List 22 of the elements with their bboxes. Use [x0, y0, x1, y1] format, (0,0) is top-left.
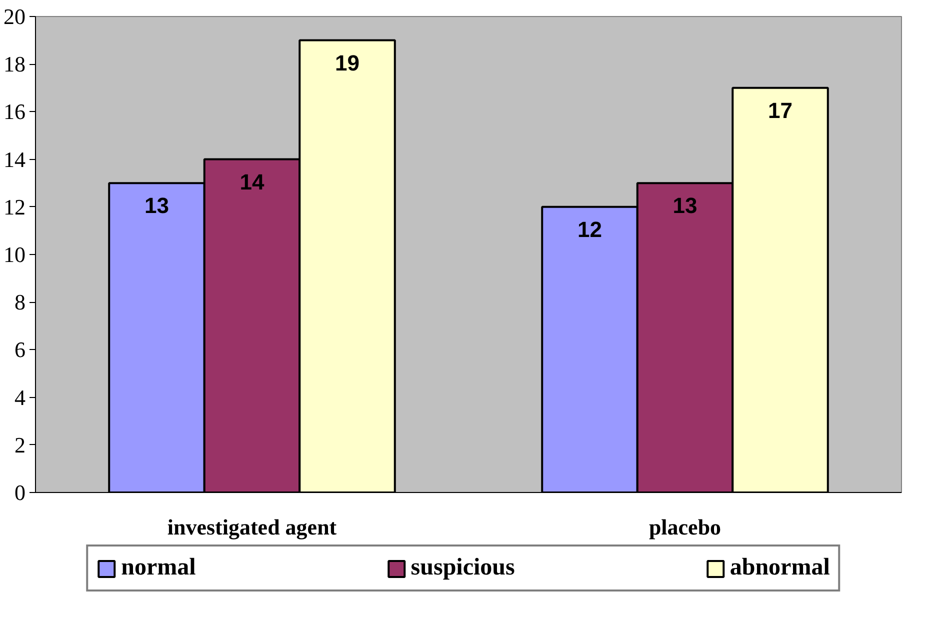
data-label: 14 [240, 169, 265, 194]
y-tick-label: 4 [14, 384, 26, 410]
y-tick-label: 6 [14, 337, 26, 362]
y-tick-label: 12 [4, 194, 26, 220]
legend-label: normal [121, 554, 196, 582]
legend-label: suspicious [410, 554, 515, 582]
y-tick-label: 20 [4, 4, 26, 29]
data-label: 12 [578, 216, 602, 242]
y-tick-label: 18 [4, 52, 26, 77]
x-tick-label: placebo [648, 514, 722, 540]
data-label: 13 [144, 193, 169, 218]
data-label: 17 [768, 98, 793, 123]
y-tick-label: 10 [4, 242, 26, 267]
legend-label: abnormal [730, 554, 830, 582]
data-label: 13 [672, 193, 698, 218]
y-tick-label: 16 [4, 99, 26, 124]
y-tick-label: 8 [14, 290, 26, 315]
y-tick-label: 2 [14, 432, 26, 458]
data-label: 19 [335, 50, 360, 76]
y-tick-label: 14 [4, 146, 26, 172]
x-tick-label: investigated agent [167, 514, 338, 540]
y-tick-label: 0 [14, 480, 26, 505]
